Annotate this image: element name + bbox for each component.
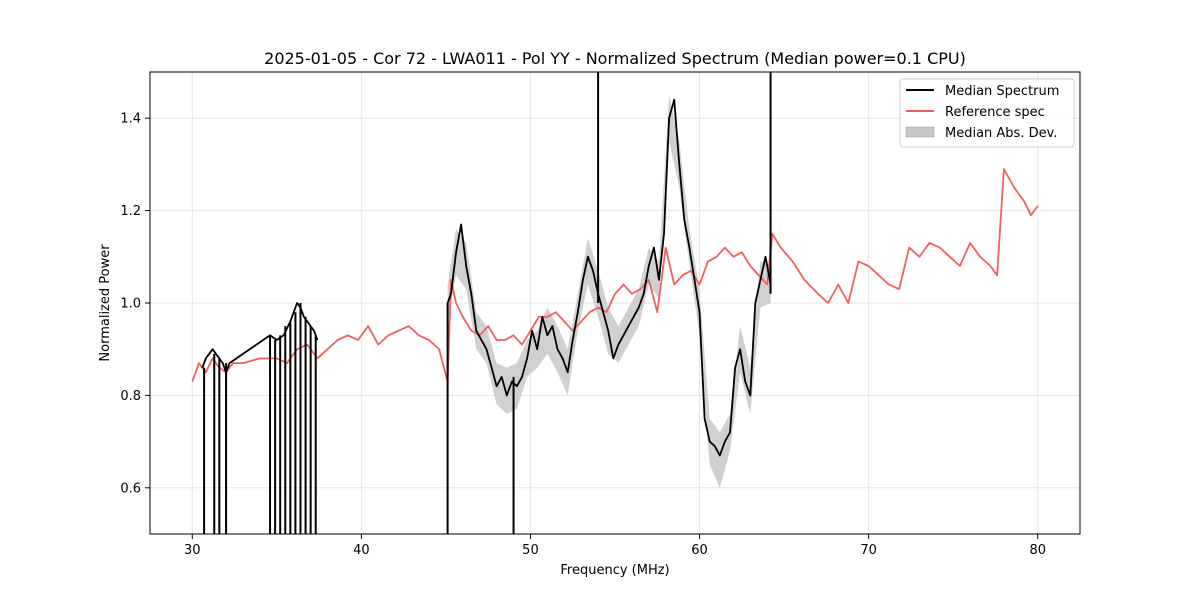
x-tick-label: 80 bbox=[1029, 543, 1046, 558]
x-tick-label: 50 bbox=[522, 543, 539, 558]
y-tick-label: 1.2 bbox=[120, 204, 141, 219]
legend-label-reference: Reference spec bbox=[945, 105, 1045, 120]
legend-label-median: Median Spectrum bbox=[945, 84, 1059, 99]
legend: Median Spectrum Reference spec Median Ab… bbox=[899, 78, 1075, 148]
y-tick-label: 0.6 bbox=[120, 481, 141, 496]
legend-box bbox=[899, 78, 1075, 148]
x-tick-label: 70 bbox=[860, 543, 877, 558]
x-axis-label: Frequency (MHz) bbox=[560, 563, 669, 578]
y-axis-label: Normalized Power bbox=[98, 244, 113, 362]
y-tick-label: 1.4 bbox=[120, 112, 141, 127]
y-axis-ticks: 0.6 0.8 1.0 1.2 1.4 bbox=[120, 112, 150, 496]
median-spectrum-line bbox=[446, 98, 772, 457]
reference-line-layer bbox=[191, 168, 1039, 383]
chart-title: 2025-01-05 - Cor 72 - LWA011 - Pol YY - … bbox=[264, 49, 966, 68]
legend-label-mad: Median Abs. Dev. bbox=[945, 126, 1057, 141]
median-line-layer bbox=[201, 72, 772, 534]
y-tick-label: 0.8 bbox=[120, 389, 141, 404]
x-axis-ticks: 30 40 50 60 70 80 bbox=[184, 534, 1046, 558]
x-tick-label: 30 bbox=[184, 543, 201, 558]
y-tick-label: 1.0 bbox=[120, 297, 141, 312]
x-tick-label: 40 bbox=[353, 543, 370, 558]
legend-swatch-mad bbox=[905, 126, 935, 138]
x-tick-label: 60 bbox=[691, 543, 708, 558]
reference-spectrum-line bbox=[191, 168, 1039, 383]
